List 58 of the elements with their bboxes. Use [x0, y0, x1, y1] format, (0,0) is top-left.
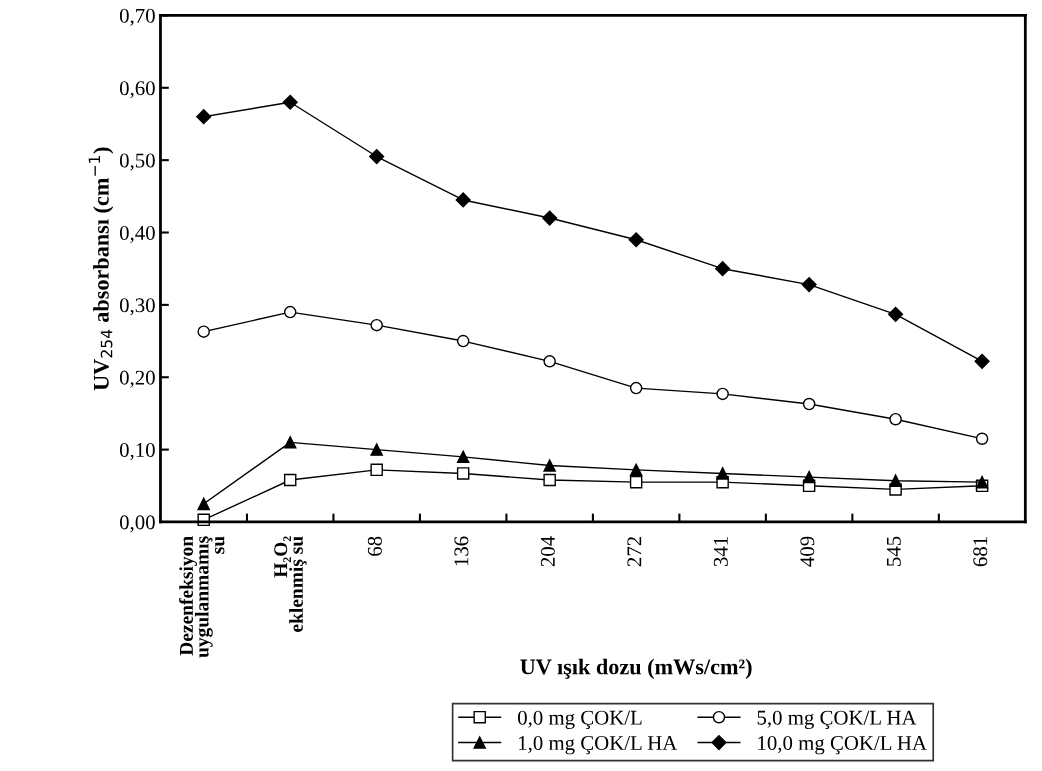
- y-tick-label: 0,60: [119, 81, 155, 99]
- y-tick-label: 0,20: [119, 370, 155, 388]
- point: [975, 432, 989, 445]
- point: [629, 463, 643, 477]
- x-tick-label: 136: [454, 536, 469, 566]
- point: [369, 148, 385, 165]
- x-axis-title: UV ışık dozu (mWs/cm²): [520, 658, 752, 679]
- x-tick-label: 681: [973, 537, 988, 567]
- point: [974, 353, 990, 369]
- y-tick-label: 0,30: [119, 298, 155, 316]
- point: [197, 497, 210, 511]
- point: [283, 305, 297, 319]
- point: [716, 467, 729, 480]
- point: [543, 355, 556, 368]
- point: [283, 436, 297, 449]
- point: [802, 470, 816, 484]
- legend-label: 1,0 mg ÇOK/L HA: [519, 735, 678, 755]
- point: [197, 325, 210, 338]
- point: [889, 474, 902, 487]
- x-tick-label: Dezenfeksiyon uygulanmamış su: [179, 536, 225, 658]
- point: [543, 459, 556, 472]
- point: [196, 109, 212, 125]
- point: [282, 94, 298, 110]
- y-tick-label: 0,70: [119, 8, 155, 26]
- point: [629, 475, 643, 489]
- point: [802, 397, 816, 411]
- point: [456, 467, 470, 480]
- point: [370, 318, 383, 332]
- x-tick-label: 545: [886, 536, 901, 566]
- legend-label: 5,0 mg ÇOK/L HA: [757, 710, 917, 729]
- point: [715, 261, 731, 277]
- y-tick-label: 0,10: [119, 442, 155, 461]
- point: [889, 412, 902, 426]
- point: [543, 473, 556, 487]
- point: [628, 232, 644, 248]
- x-tick-label: 409: [800, 536, 815, 567]
- point: [456, 334, 470, 348]
- point: [629, 381, 643, 395]
- y-tick-label: 0,40: [119, 225, 155, 243]
- point: [801, 277, 817, 293]
- point: [888, 306, 904, 322]
- x-tick-label: 68: [367, 536, 382, 556]
- point: [370, 443, 383, 456]
- point: [716, 387, 729, 401]
- legend-label: 10,0 mg ÇOK/L HA: [758, 735, 927, 755]
- y-tick-label: 0,00: [119, 515, 155, 533]
- x-tick-label: 204: [540, 536, 555, 567]
- legend-label: 0,0 mg ÇOK/L: [518, 710, 642, 729]
- point: [455, 192, 471, 208]
- point: [283, 473, 297, 487]
- y-tick-label: 0,50: [119, 153, 155, 171]
- point: [542, 210, 558, 226]
- point: [975, 475, 989, 489]
- point: [370, 463, 383, 477]
- y-axis-title: UV$_{254}$ absorbansı (cm$^{−1}$): [88, 147, 114, 391]
- x-tick-label: 272: [627, 537, 642, 567]
- point: [456, 450, 470, 464]
- x-tick-label: 341: [713, 537, 728, 567]
